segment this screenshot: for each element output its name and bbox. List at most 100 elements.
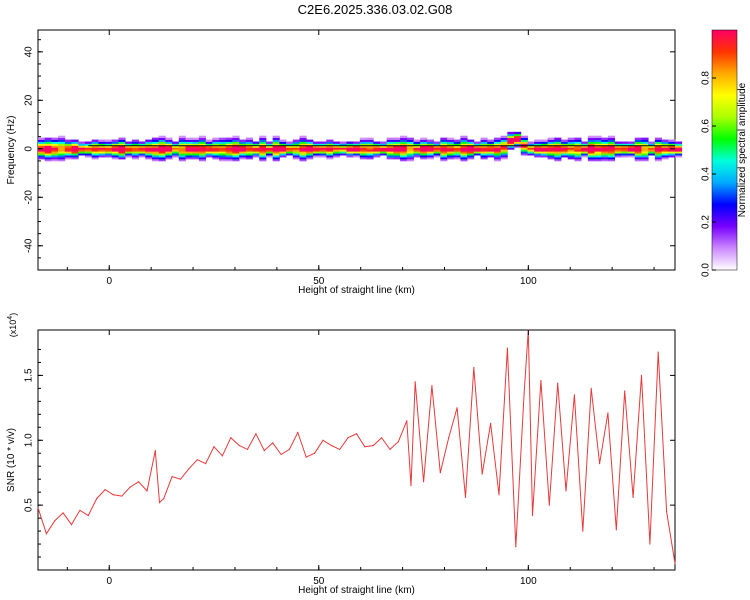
spectrogram-cell bbox=[547, 137, 555, 140]
spectrogram-cell bbox=[527, 145, 535, 148]
spectrogram-cell bbox=[64, 145, 72, 148]
spectrogram-cell bbox=[286, 143, 294, 146]
spectrogram-cell bbox=[406, 141, 414, 144]
spectrogram-cell bbox=[346, 145, 354, 148]
spectrogram-cell bbox=[172, 145, 180, 148]
spectrogram-cell bbox=[219, 143, 227, 146]
spectrogram-cell bbox=[71, 153, 79, 156]
spectrogram-cell bbox=[58, 141, 66, 144]
spectrogram-cell bbox=[547, 145, 555, 148]
spectrogram-cell bbox=[554, 158, 562, 162]
spectrogram-cell bbox=[198, 153, 207, 156]
spectrogram-cell bbox=[440, 147, 448, 150]
snr-point bbox=[205, 463, 207, 465]
snr-point bbox=[104, 488, 106, 491]
spectrogram-cell bbox=[574, 157, 582, 160]
spectrogram-cell bbox=[272, 147, 280, 150]
spectrogram-cell bbox=[406, 158, 414, 162]
spectrogram-cell bbox=[151, 139, 160, 142]
spectrogram-cell bbox=[554, 155, 562, 158]
spectrogram-cell bbox=[252, 149, 260, 152]
colorbar-tick-label: 0.8 bbox=[701, 71, 712, 85]
spectrogram-cell bbox=[534, 141, 542, 144]
spectrogram-cell bbox=[366, 149, 374, 152]
snr-y-multiplier-exponent: 4 bbox=[7, 316, 14, 320]
spectrogram-cell bbox=[400, 145, 408, 148]
spectrogram-cell bbox=[91, 139, 99, 142]
spectrogram-cell bbox=[648, 145, 656, 148]
spectrogram-cell bbox=[158, 137, 166, 140]
snr-point bbox=[674, 562, 676, 565]
spectrogram-cell bbox=[312, 153, 321, 156]
spectrogram-cell bbox=[252, 145, 260, 148]
spectrogram-cell bbox=[654, 141, 662, 144]
spectrogram-cell bbox=[299, 155, 307, 158]
spectrogram-cell bbox=[98, 155, 106, 158]
spectrogram-cell bbox=[507, 147, 515, 150]
spectrogram-cell bbox=[440, 137, 448, 140]
spectrogram-cell bbox=[520, 147, 528, 150]
snr-point bbox=[137, 481, 140, 483]
spectrogram-cell bbox=[118, 153, 126, 156]
spectrogram-cell bbox=[198, 157, 207, 160]
spectrogram-cell bbox=[393, 155, 401, 158]
spectrogram-cell bbox=[547, 141, 555, 144]
spectrogram-cell bbox=[607, 149, 616, 152]
spectrogram-cell bbox=[594, 145, 602, 148]
spectrogram-cell bbox=[225, 147, 233, 150]
spectrogram-cell bbox=[299, 145, 307, 148]
spectrogram-cell bbox=[661, 149, 669, 152]
spectrogram-cell bbox=[500, 153, 508, 156]
spectrogram-cell bbox=[493, 151, 502, 154]
spectrogram-cell bbox=[594, 141, 602, 144]
spectrogram-cell bbox=[413, 147, 421, 150]
spectrogram-cell bbox=[567, 155, 575, 158]
spectrogram-cell bbox=[125, 151, 133, 154]
spectrogram-cell bbox=[654, 139, 662, 142]
spectrogram-cell bbox=[561, 143, 569, 146]
spectrogram-cell bbox=[158, 135, 166, 139]
spectrogram-cell bbox=[601, 153, 609, 156]
snr-point bbox=[238, 444, 240, 447]
spectrogram-cell bbox=[634, 157, 642, 160]
spectrogram-cell bbox=[520, 141, 528, 144]
spectrogram-cell bbox=[594, 158, 602, 162]
spectrogram-cell bbox=[614, 149, 622, 152]
spectrogram-cell bbox=[158, 155, 166, 158]
spectrogram-cell bbox=[259, 139, 267, 142]
spectrogram-cell bbox=[514, 135, 522, 139]
spectrogram-cell bbox=[567, 139, 575, 142]
spectrogram-cell bbox=[473, 143, 481, 146]
spectrogram-cell bbox=[198, 139, 207, 142]
spectrogram-cell bbox=[379, 153, 388, 156]
spectrogram-cell bbox=[91, 157, 99, 160]
spectrogram-cell bbox=[493, 145, 502, 148]
spectrogram-cell bbox=[105, 143, 113, 146]
spectrogram-cell bbox=[185, 149, 193, 152]
spectrogram-cell bbox=[467, 147, 475, 150]
spectrogram-cell bbox=[265, 151, 274, 154]
spectrogram-cell bbox=[91, 145, 99, 148]
snr-point bbox=[490, 422, 492, 425]
spectrogram-cell bbox=[480, 143, 488, 146]
spectrogram-cell bbox=[279, 145, 287, 148]
spectrogram-cell bbox=[219, 158, 227, 162]
spectrogram-cell bbox=[245, 149, 253, 152]
spectrogram-cell bbox=[601, 143, 609, 146]
spectrogram-cell bbox=[192, 137, 200, 140]
spectrogram-cell bbox=[326, 139, 334, 142]
spectrogram-cell bbox=[326, 147, 334, 150]
spectrogram-cell bbox=[386, 155, 394, 158]
snr-point bbox=[540, 379, 542, 382]
spectrogram-cell bbox=[453, 143, 461, 146]
spectrogram-cell bbox=[447, 139, 455, 142]
spectrogram-cell bbox=[534, 149, 542, 152]
spectrogram-cell bbox=[346, 141, 354, 144]
spectrogram-cell bbox=[205, 151, 213, 154]
spectrogram-cell bbox=[661, 143, 669, 146]
spectrogram-cell bbox=[78, 141, 86, 144]
spectrogram-y-axis-label: Frequency (Hz) bbox=[6, 116, 17, 185]
spectrogram-cell bbox=[118, 137, 126, 140]
spectrogram-cell bbox=[520, 137, 528, 140]
